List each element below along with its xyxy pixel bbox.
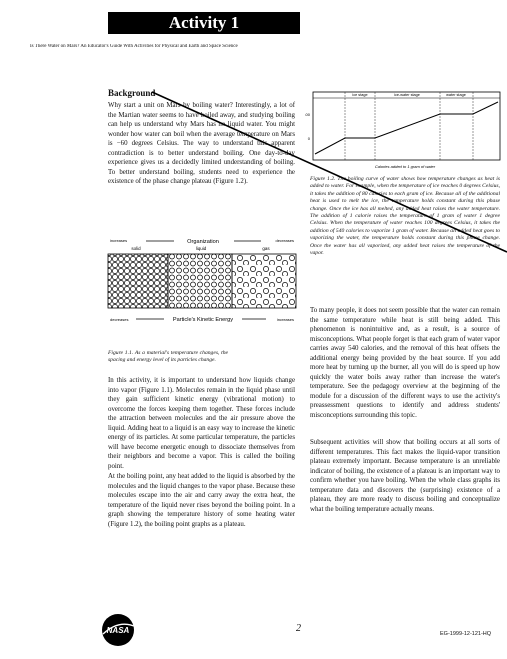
boiling-curve — [315, 102, 498, 154]
stage-label: water stage — [446, 93, 466, 97]
figure-caption: Figure 1.2. The boiling curve of water s… — [310, 176, 500, 257]
paragraph: Subsequent activities will show that boi… — [310, 438, 500, 514]
stage-label: ice-water stage — [394, 93, 420, 97]
page-title: Activity 1 — [108, 13, 300, 33]
axis-label: Calories added to 1 gram of water — [375, 164, 436, 169]
diagram-label: increases — [110, 238, 127, 243]
phase-label: gas — [262, 246, 270, 251]
solid-region — [108, 254, 168, 308]
paragraph: To many people, it does not seem possibl… — [310, 306, 500, 420]
page: Activity 1 Is There Water on Mars? An Ed… — [0, 0, 507, 659]
stage-label: ice stage — [352, 93, 367, 97]
diagram-label: decreases — [276, 238, 294, 243]
diagram-label: Organization — [187, 239, 219, 245]
phase-label: solid — [131, 246, 141, 251]
paragraph: At the boiling point, any heat added to … — [108, 472, 295, 529]
diagram-label: decreases — [110, 317, 128, 322]
diagram-label: Particle's Kinetic Energy — [173, 317, 233, 323]
gas-region — [232, 254, 296, 308]
figure-caption: Figure 1.1. As a material's temperature … — [108, 350, 228, 365]
paragraph: Why start a unit on Mars by boiling wate… — [108, 101, 295, 187]
axis-label: 100 — [305, 112, 311, 117]
page-number: 2 — [296, 623, 301, 634]
figure-1-2: ice stage ice-water stage water stage 10… — [305, 86, 505, 174]
nasa-logo: NASA — [100, 612, 136, 648]
phase-label: liquid — [196, 246, 207, 251]
logo-text: NASA — [107, 626, 130, 635]
diagram-label: increases — [277, 317, 294, 322]
running-subtitle: Is There Water on Mars? An Educator's Gu… — [30, 44, 500, 49]
axis-label: 0 — [308, 136, 311, 141]
section-heading: Background — [108, 88, 155, 98]
paragraph: In this activity, it is important to und… — [108, 376, 295, 471]
document-code: EG-1999-12-121-HQ — [440, 631, 491, 637]
liquid-region — [168, 254, 232, 308]
figure-1-1: Organization increases decreases solid l… — [106, 232, 298, 347]
